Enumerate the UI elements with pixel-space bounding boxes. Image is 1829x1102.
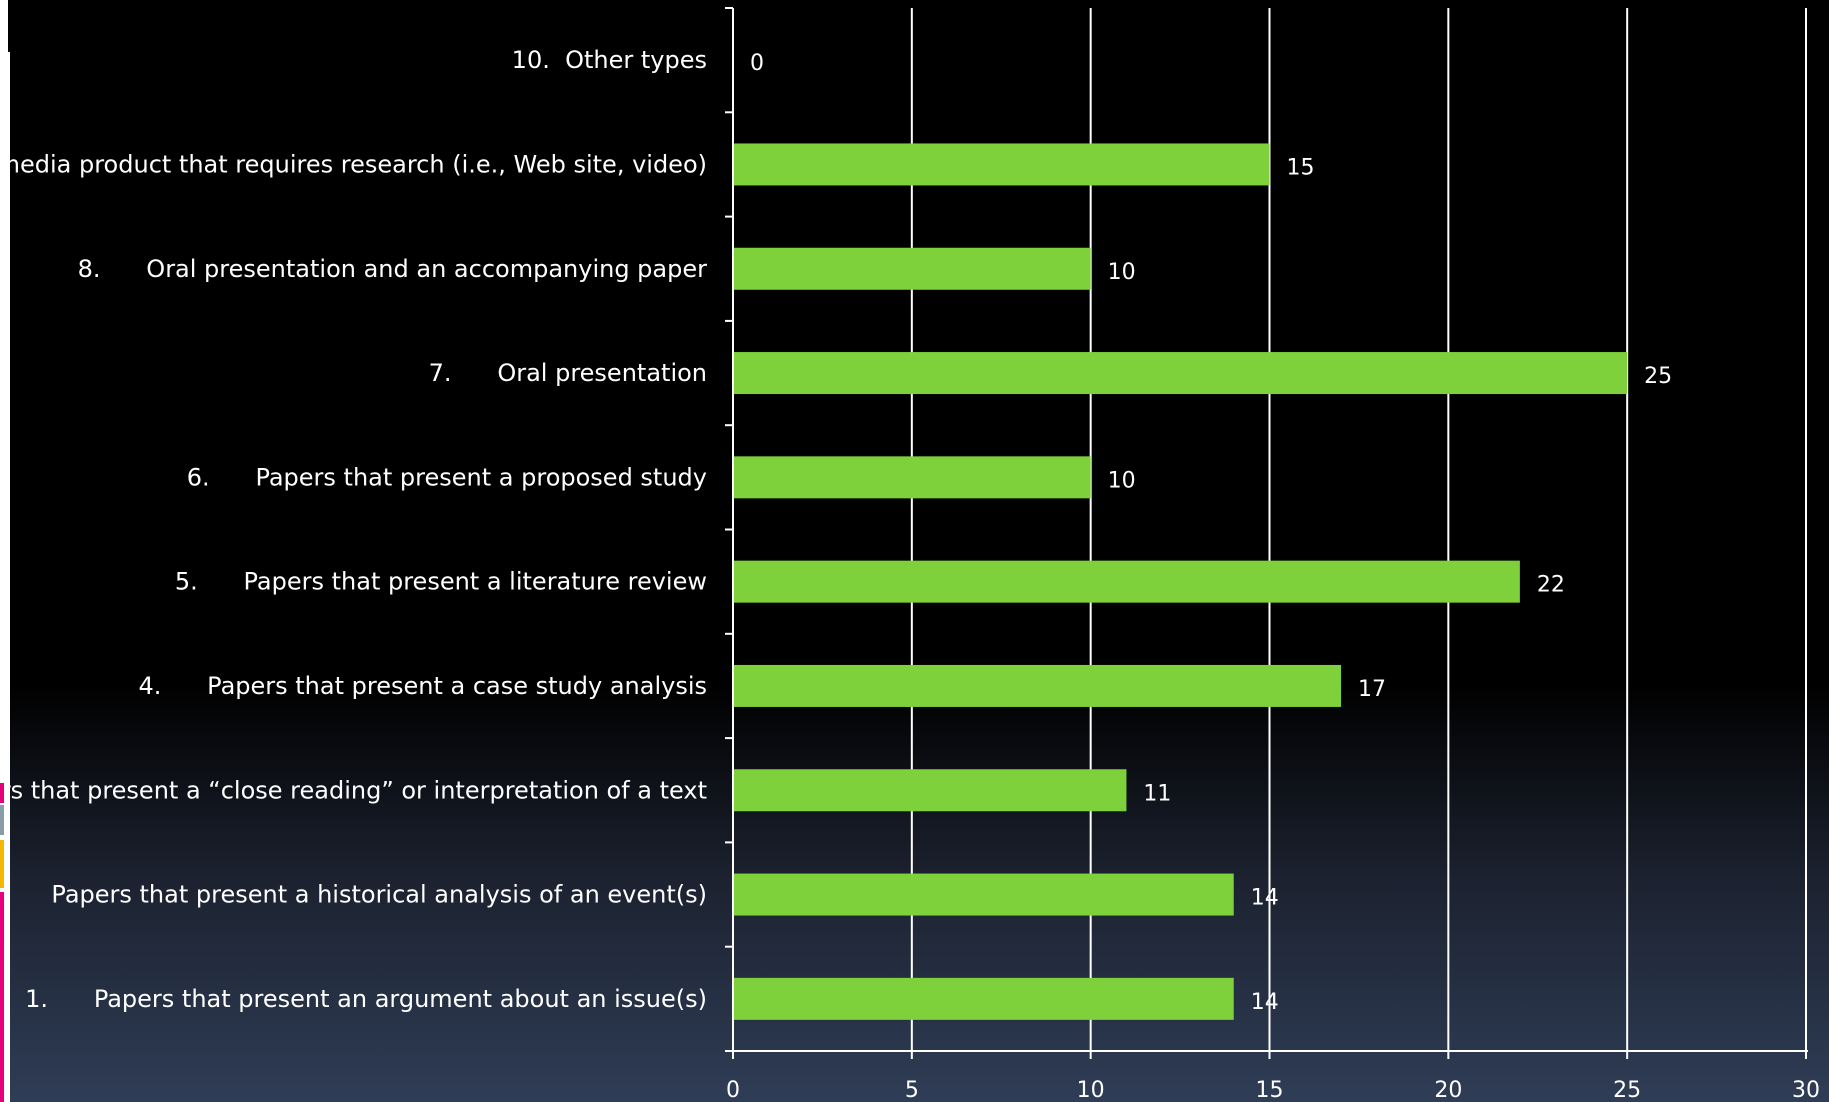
- category-labels: 1. Papers that present an argument about…: [0, 46, 707, 1013]
- bar: [733, 560, 1520, 603]
- data-label: 0: [750, 51, 764, 76]
- data-label: 10: [1108, 468, 1136, 493]
- bar: [733, 352, 1628, 395]
- category-label: 2. Papers that present a historical anal…: [0, 881, 707, 909]
- axes: [725, 7, 1808, 1059]
- x-tick-label: 20: [1434, 1078, 1462, 1102]
- data-labels: 14 14 11 17 22 10 25 10 15 0: [750, 51, 1672, 1015]
- bar: [733, 977, 1234, 1020]
- x-tick-label: 30: [1792, 1078, 1820, 1102]
- category-label: 6. Papers that present a proposed study: [187, 463, 707, 491]
- edge-accent-bar: [0, 840, 4, 888]
- x-tick-label: 0: [726, 1078, 740, 1102]
- category-label: 8. Oral presentation and an accompanying…: [78, 255, 708, 283]
- category-label: Multimedia product that requires researc…: [0, 150, 707, 178]
- data-label: 10: [1108, 260, 1136, 285]
- data-label: 17: [1358, 677, 1386, 702]
- category-label: 5. Papers that present a literature revi…: [175, 568, 707, 596]
- data-label: 14: [1251, 886, 1279, 911]
- x-tick-label: 10: [1077, 1078, 1105, 1102]
- x-tick-labels: 0 5 10 15 20 25 30: [726, 1078, 1820, 1102]
- data-label: 15: [1287, 155, 1315, 180]
- bar: [733, 769, 1127, 812]
- bars: [733, 143, 1628, 1020]
- data-label: 11: [1143, 781, 1171, 806]
- data-label: 14: [1251, 990, 1279, 1015]
- category-label: 7. Oral presentation: [429, 359, 707, 387]
- x-tick-label: 25: [1613, 1078, 1641, 1102]
- category-label: 1. Papers that present an argument about…: [25, 985, 707, 1013]
- bar: [733, 664, 1342, 707]
- bar: [733, 873, 1234, 916]
- slide-edge-stripe: [0, 52, 10, 1102]
- x-tick-label: 15: [1256, 1078, 1284, 1102]
- bar: [733, 247, 1091, 290]
- slide-corner-fragment: [0, 0, 8, 52]
- edge-accent-bar: [0, 783, 4, 803]
- x-tick-label: 5: [905, 1078, 919, 1102]
- category-label: 10. Other types: [512, 46, 707, 74]
- edge-accent-bar: [0, 805, 4, 835]
- bar: [733, 456, 1091, 499]
- data-label: 22: [1537, 573, 1565, 598]
- data-label: 25: [1644, 364, 1672, 389]
- category-label: 4. Papers that present a case study anal…: [139, 672, 708, 700]
- bar: [733, 143, 1270, 186]
- edge-accent-bar: [0, 892, 4, 1102]
- category-label: Papers that present a “close reading” or…: [0, 776, 707, 804]
